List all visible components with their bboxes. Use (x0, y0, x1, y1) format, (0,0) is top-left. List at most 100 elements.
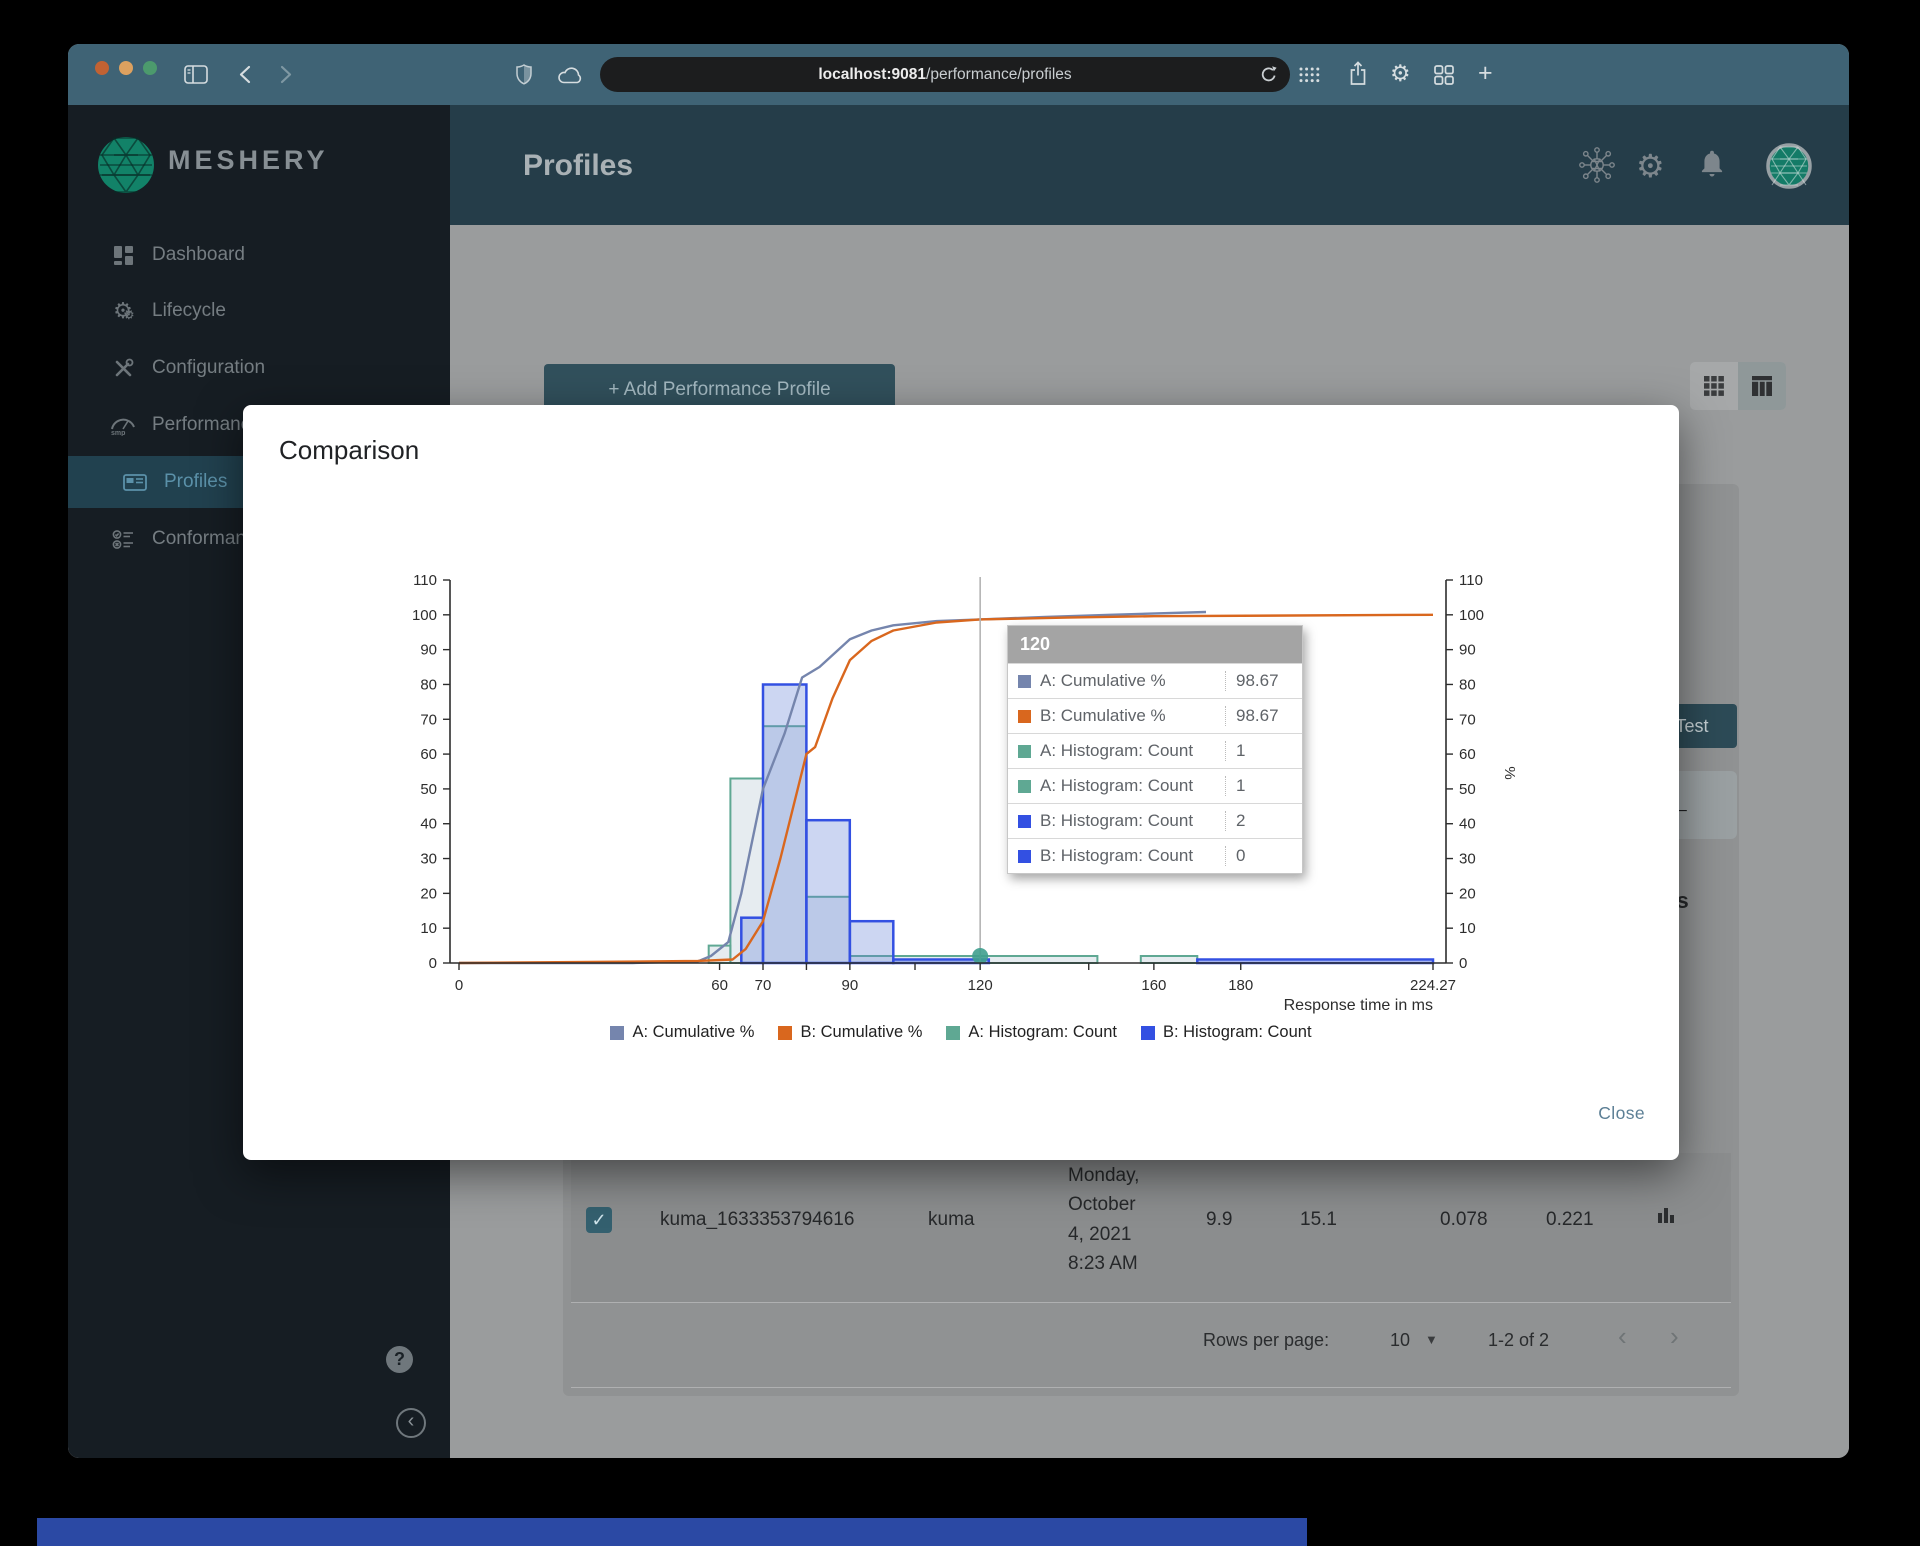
minimize-window-button[interactable] (119, 61, 133, 75)
url-bar[interactable]: localhost:9081/performance/profiles (600, 57, 1290, 92)
lifecycle-icon: ⚙ ⚙ (113, 298, 135, 323)
sidebar-item-label: Dashboard (152, 244, 245, 265)
tooltip-value: 1 (1225, 741, 1292, 761)
axis-tick-label: 110 (413, 572, 437, 589)
tooltip-value: 98.67 (1225, 671, 1292, 691)
sidebar-item-dashboard[interactable]: Dashboard (68, 229, 450, 281)
row-cell-date: Monday, October 4, 2021 8:23 AM (1068, 1165, 1140, 1275)
highlight-marker (972, 948, 989, 965)
legend-label: B: Histogram: Count (1162, 1023, 1312, 1041)
shield-icon[interactable] (515, 64, 533, 90)
zoom-window-button[interactable] (143, 61, 157, 75)
rows-per-page-caret-icon[interactable]: ▼ (1425, 1332, 1438, 1347)
tooltip-row: B: Histogram: Count 2 (1008, 803, 1302, 838)
rows-per-page-select[interactable]: 10 (1390, 1330, 1411, 1350)
legend-swatch-icon (1140, 1025, 1155, 1040)
sidebar-item-label: Configuration (152, 357, 266, 378)
tooltip-swatch-icon (1018, 709, 1031, 723)
new-tab-plus-icon[interactable]: + (1478, 59, 1493, 87)
right-axis-title: % (1501, 766, 1518, 779)
legend-item[interactable]: B: Cumulative % (778, 1023, 922, 1042)
chart-bar (805, 895, 851, 964)
tooltip-value: 98.67 (1225, 706, 1292, 726)
table-row-checkbox[interactable]: ✓ (586, 1207, 612, 1233)
legend-item[interactable]: B: Histogram: Count (1140, 1023, 1312, 1042)
sidebar-item-performance[interactable]: smp Performance (68, 399, 450, 451)
axis-tick-label: 20 (1459, 885, 1476, 902)
modal-title: Comparison (279, 435, 420, 465)
row-chart-icon[interactable] (1656, 1205, 1676, 1228)
sidebar-item-label: Lifecycle (152, 300, 226, 321)
row-cell-p99: 0.221 (1546, 1209, 1594, 1230)
tooltip-series-label: B: Histogram: Count (1040, 846, 1194, 865)
pagination-prev-button[interactable]: ‹ (1618, 1321, 1627, 1351)
axis-tick-label: 0 (1459, 955, 1467, 972)
pagination-next-button[interactable]: › (1670, 1321, 1679, 1351)
chart-bar (761, 683, 808, 965)
chart-bar (740, 916, 765, 965)
share-icon[interactable] (1349, 61, 1367, 91)
row-divider (571, 1302, 1731, 1303)
tooltip-value: 2 (1225, 811, 1292, 831)
axis-tick-label: 50 (420, 781, 437, 798)
tooltip-row: A: Histogram: Count 1 (1008, 733, 1302, 768)
chart-bar (848, 919, 895, 965)
axis-tick-label: 30 (1459, 851, 1476, 868)
collapse-icon: ‹ (407, 1410, 415, 1432)
legend-item[interactable]: A: Cumulative % (610, 1023, 754, 1042)
sidebar-item-label: Performance (152, 414, 261, 435)
row-cell-p50: 0.078 (1440, 1209, 1488, 1230)
sidebar-item-conformance[interactable]: Conformance (68, 513, 450, 565)
sidebar-item-lifecycle[interactable]: ⚙ ⚙ Lifecycle (68, 285, 450, 337)
meshery-app: Profiles (68, 105, 1849, 1458)
axis-tick-label: 70 (1459, 711, 1476, 728)
cloud-icon[interactable] (557, 67, 583, 89)
settings-gear-icon[interactable]: ⚙ (1636, 148, 1665, 184)
results-table-area (571, 1153, 1731, 1302)
chart-bar (729, 777, 764, 964)
tooltip-series-label: B: Cumulative % (1040, 706, 1166, 725)
axis-tick-label: 90 (842, 977, 859, 994)
url-host: localhost:9081 (818, 65, 927, 83)
tooltip-row: A: Histogram: Count 1 (1008, 768, 1302, 803)
axis-tick-label: 90 (1459, 642, 1476, 659)
sidebar-item-label: Profiles (164, 471, 228, 492)
extensions-grid-icon[interactable] (1299, 67, 1320, 88)
tab-groups-icon[interactable] (1434, 65, 1454, 90)
panel-toggle-icon[interactable] (184, 65, 208, 89)
notifications-bell-icon[interactable] (1699, 149, 1725, 183)
chart-bar (1139, 955, 1199, 964)
legend-swatch-icon (778, 1025, 793, 1040)
pagination-range: 1-2 of 2 (1488, 1330, 1550, 1350)
axis-tick-label: 110 (1459, 572, 1483, 589)
collapse-sidebar-button[interactable]: ‹ (396, 1408, 426, 1438)
sidebar-item-configuration[interactable]: Configuration (68, 342, 450, 394)
table-view-button[interactable] (1738, 362, 1786, 410)
mesh-hub-icon[interactable] (1577, 145, 1617, 190)
browser-chrome: localhost:9081/performance/profiles ⚙ + (68, 44, 1849, 105)
user-avatar[interactable] (1766, 143, 1812, 194)
legend-swatch-icon (946, 1025, 961, 1040)
back-icon[interactable] (238, 65, 251, 89)
legend-item[interactable]: A: Histogram: Count (946, 1023, 1117, 1042)
close-window-button[interactable] (95, 61, 109, 75)
reload-icon[interactable] (1260, 65, 1278, 89)
forward-icon[interactable] (280, 65, 293, 89)
background-window-strip (37, 1518, 1307, 1546)
grid-view-button[interactable] (1690, 362, 1738, 410)
conformance-icon (108, 529, 138, 550)
tooltip-row: B: Histogram: Count 0 (1008, 838, 1302, 873)
rows-per-page-label: Rows per page: (1203, 1330, 1330, 1350)
browser-settings-gear-icon[interactable]: ⚙ (1390, 60, 1411, 86)
tooltip-swatch-icon (1018, 814, 1031, 828)
meshery-logo[interactable] (96, 135, 156, 200)
close-button[interactable]: Close (1598, 1103, 1645, 1123)
axis-tick-label: 120 (968, 977, 993, 994)
tooltip-series-label: B: Histogram: Count (1040, 811, 1194, 830)
help-button[interactable]: ? (386, 1346, 413, 1373)
profiles-icon (120, 473, 150, 491)
chart-bar (848, 955, 1099, 964)
row-cell-mesh: kuma (928, 1209, 975, 1230)
